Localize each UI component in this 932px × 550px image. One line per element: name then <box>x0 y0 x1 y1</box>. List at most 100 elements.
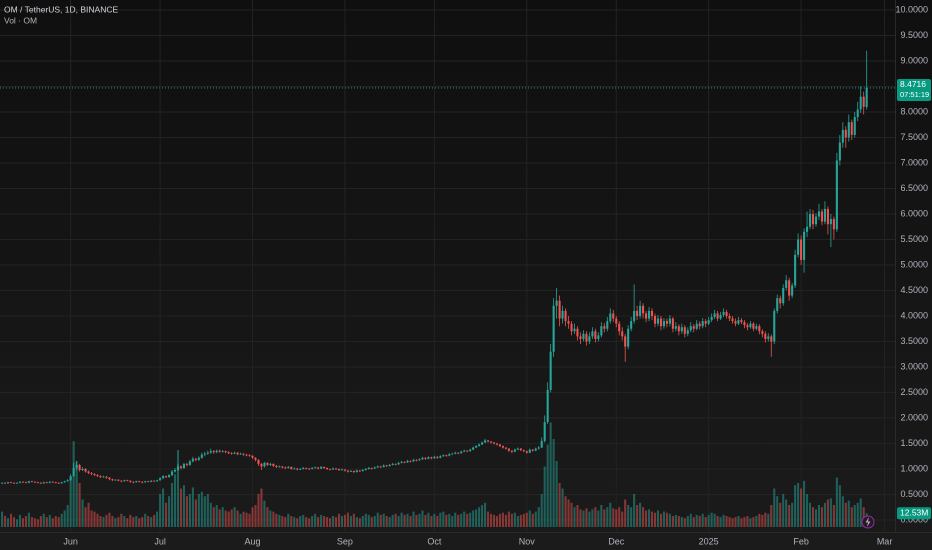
volume-bar <box>484 502 487 527</box>
volume-bar <box>129 514 132 527</box>
volume-bar <box>66 505 69 527</box>
candle-body <box>361 470 364 472</box>
volume-bar <box>305 517 308 527</box>
x-tick-label: Mar <box>877 536 893 546</box>
volume-bar <box>612 508 615 527</box>
candle-body <box>391 463 394 465</box>
volume-bar <box>84 507 87 527</box>
candle-body <box>522 450 525 452</box>
x-tick-label: Nov <box>519 536 536 546</box>
volume-bar <box>197 494 200 527</box>
candle-body <box>30 481 33 483</box>
candle-body <box>352 471 355 473</box>
candle-body <box>835 160 838 230</box>
volume-bar <box>615 509 618 527</box>
volume-bar <box>388 517 391 527</box>
candle-body <box>448 454 451 456</box>
candle-body <box>746 325 749 328</box>
candle-body <box>12 482 16 484</box>
candle-body <box>698 323 701 327</box>
candle-body <box>457 452 460 454</box>
volume-bar <box>176 450 180 527</box>
candle-body <box>132 481 135 483</box>
volume-bar <box>570 502 573 527</box>
candle-body <box>212 451 215 453</box>
volume-bar <box>364 513 367 527</box>
volume-bar <box>850 507 853 527</box>
candle-body <box>203 453 206 455</box>
volume-bar <box>555 461 558 527</box>
candle-body <box>302 467 305 469</box>
candle-body <box>326 467 329 469</box>
candle-body <box>823 208 826 222</box>
candle-body <box>561 310 564 319</box>
candle-body <box>224 451 227 453</box>
volume-bar <box>838 485 841 527</box>
volume-bar <box>114 518 117 527</box>
candle-body <box>299 469 302 470</box>
volume-bar <box>528 510 531 527</box>
candle-body <box>439 456 442 458</box>
candle-body <box>90 473 93 475</box>
candle-body <box>340 469 344 471</box>
volume-bar <box>808 502 812 527</box>
candle-body <box>525 451 528 453</box>
candle-body <box>740 320 743 323</box>
candle-body <box>436 456 439 458</box>
candle-body <box>27 481 30 483</box>
x-tick-label: Sep <box>337 536 353 546</box>
candle-body <box>856 109 859 118</box>
candle-body <box>507 448 510 451</box>
volume-bar <box>558 483 561 527</box>
candle-body <box>484 440 487 443</box>
candle-body <box>576 328 579 337</box>
volume-bar <box>481 505 484 527</box>
volume-bar <box>326 517 329 527</box>
volume-bar <box>859 498 862 527</box>
volume-bar <box>469 512 472 527</box>
volume-bar <box>463 511 466 527</box>
candle-body <box>7 482 10 484</box>
candle-body <box>734 321 737 324</box>
candle-body <box>501 446 504 448</box>
last-price-box <box>897 78 931 101</box>
candle-body <box>48 481 51 483</box>
candle-body <box>308 468 311 470</box>
candle-body <box>57 482 60 484</box>
candle-body <box>692 326 695 329</box>
candle-body <box>36 482 39 484</box>
candle-body <box>209 451 212 453</box>
x-tick-label: Oct <box>427 536 442 546</box>
candle-body <box>814 216 818 225</box>
y-tick-label: 1.5000 <box>900 438 928 448</box>
candle-body <box>841 129 844 143</box>
grid <box>0 0 895 532</box>
candle-body <box>111 479 114 481</box>
last-volume-box <box>897 507 931 520</box>
volume-bar <box>221 507 224 527</box>
volume-bar <box>328 518 332 527</box>
volume-bar <box>820 507 824 527</box>
candle-body <box>182 463 185 468</box>
volume-bar <box>167 496 171 527</box>
volume-bar <box>358 518 361 527</box>
volume-bar <box>248 513 251 527</box>
candle-body <box>397 462 400 465</box>
volume-bar <box>257 494 260 527</box>
candle-body <box>406 460 409 463</box>
countdown-label: 07:51:19 <box>900 90 929 99</box>
candle-body <box>454 452 457 454</box>
indicator-icon[interactable] <box>861 515 875 529</box>
candle-body <box>540 440 543 448</box>
candle-body <box>278 466 281 468</box>
volume-bar <box>653 512 657 527</box>
volume-bar <box>138 518 141 527</box>
y-tick-label: 10.0000 <box>895 4 928 14</box>
volume-bar <box>400 512 403 527</box>
volume-bar <box>218 509 221 527</box>
candle-body <box>609 313 612 322</box>
candle-body <box>126 480 129 482</box>
candle-body <box>349 471 352 472</box>
volume-bar <box>415 514 418 527</box>
